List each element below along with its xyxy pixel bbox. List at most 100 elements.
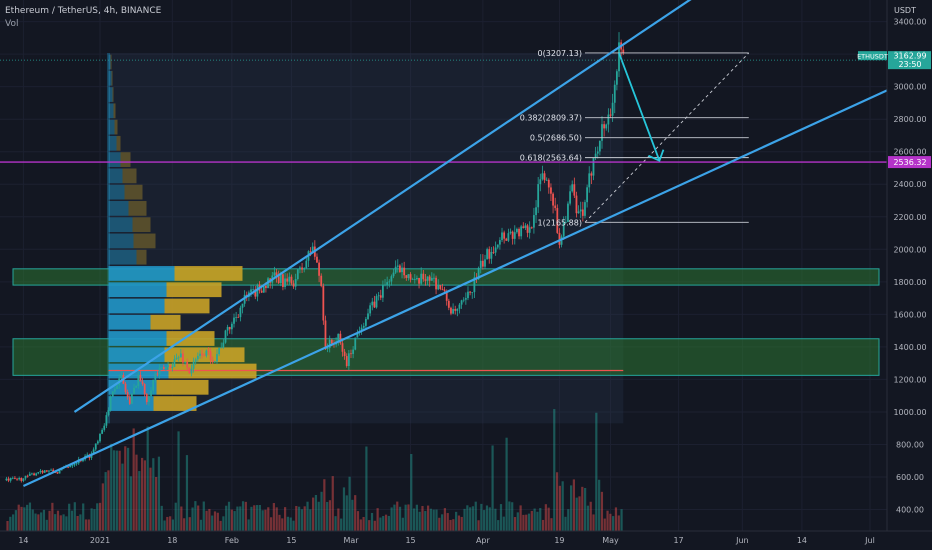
volume-bar: [222, 516, 225, 531]
volume-bar: [401, 517, 404, 531]
candle-body: [481, 260, 484, 267]
volume-bar: [68, 503, 71, 531]
candle-body: [409, 274, 412, 280]
candle-body: [611, 102, 614, 116]
volume-bar: [345, 495, 348, 531]
candle-body: [113, 389, 116, 392]
candle-body: [192, 361, 195, 369]
candle-body: [575, 195, 578, 214]
candle-body: [73, 464, 76, 466]
candle-body: [156, 373, 159, 375]
volume-profile-sell: [114, 119, 118, 135]
fib-level-label: 0.382(2809.37): [520, 114, 582, 123]
candle-body: [290, 276, 293, 284]
candle-body: [275, 272, 278, 277]
candle-body: [420, 273, 423, 284]
candle-body: [362, 325, 365, 328]
volume-profile-buy: [108, 87, 113, 102]
volume-bar: [351, 499, 354, 531]
candle-body: [22, 478, 25, 481]
candle-body: [141, 381, 144, 384]
volume-bar: [216, 512, 219, 531]
candle-body: [592, 157, 595, 176]
volume-bar: [219, 520, 222, 531]
candle-body: [184, 362, 186, 363]
volume-bar: [312, 497, 315, 531]
volume-bar: [564, 516, 567, 531]
candle-body: [158, 367, 161, 375]
volume-bar: [56, 510, 60, 531]
candle-body: [471, 292, 474, 293]
volume-bar: [432, 509, 435, 531]
candle-body: [375, 296, 378, 308]
candle-body: [545, 179, 548, 181]
candle-body: [152, 379, 155, 391]
volume-bar: [289, 517, 292, 531]
volume-bar: [70, 510, 74, 531]
volume-bar: [40, 512, 43, 531]
volume-bar: [6, 520, 9, 531]
volume-bar: [269, 517, 273, 531]
volume-bar: [236, 506, 239, 531]
candle-body: [148, 396, 150, 403]
candle-body: [522, 226, 525, 228]
candle-body: [579, 209, 582, 212]
candle-body: [99, 433, 101, 442]
volume-bar: [233, 511, 236, 531]
volume-bar: [208, 508, 211, 531]
volume-bar: [48, 510, 51, 531]
candle-body: [224, 330, 227, 343]
volume-bar: [298, 506, 301, 531]
candle-body: [218, 347, 221, 355]
volume-profile-sell: [174, 266, 243, 281]
volume-bar: [356, 511, 360, 531]
volume-bar: [469, 507, 472, 531]
candle-body: [205, 350, 208, 356]
volume-bar: [612, 516, 615, 531]
candle-body: [401, 267, 403, 273]
volume-bar: [446, 513, 449, 531]
volume-profile-sell: [113, 103, 116, 119]
volume-bar: [592, 514, 595, 531]
volume-bar: [180, 506, 183, 531]
candle-body: [179, 353, 182, 358]
candle-body: [564, 222, 567, 223]
candle-body: [330, 339, 333, 344]
candle-body: [396, 265, 399, 267]
volume-bar: [73, 502, 76, 531]
candle-body: [103, 425, 106, 430]
time-tick-label: 14: [797, 536, 807, 545]
volume-bar: [225, 505, 228, 531]
candle-body: [567, 203, 569, 223]
volume-bar: [163, 520, 166, 531]
candle-body: [533, 215, 535, 228]
candle-body: [237, 317, 240, 318]
candle-body: [324, 320, 327, 350]
volume-bar: [584, 487, 587, 531]
volume-profile-sell: [124, 184, 143, 200]
price-tick-label: 600.00: [896, 473, 924, 482]
level-price-badge: [888, 156, 931, 169]
volume-bar: [76, 515, 79, 531]
candle-body: [607, 114, 610, 125]
volume-bar: [309, 509, 312, 531]
volume-bar: [578, 496, 581, 531]
candle-body: [486, 249, 489, 260]
volume-bar: [429, 508, 432, 531]
candle-body: [456, 308, 459, 311]
volume-bar: [603, 518, 606, 531]
channel-lower-line: [22, 89, 888, 487]
volume-bar: [34, 513, 37, 531]
volume-bar: [272, 503, 275, 531]
volume-profile-sell: [153, 396, 197, 411]
volume-bar: [323, 479, 326, 531]
price-tick-label: 1400.00: [893, 343, 926, 352]
volume-bar: [169, 516, 172, 531]
candle-body: [588, 173, 591, 188]
volume-bar: [586, 505, 590, 531]
candle-body: [450, 307, 452, 314]
volume-bar: [328, 500, 332, 531]
candle-body: [447, 300, 450, 308]
